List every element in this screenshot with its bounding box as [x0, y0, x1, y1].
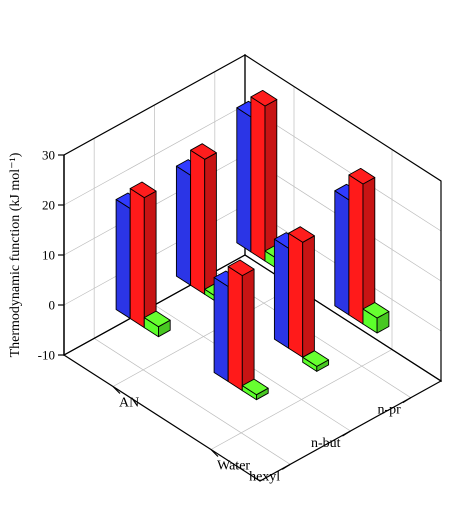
floor [62, 254, 443, 482]
bar-face-top [143, 310, 171, 328]
bar-face-top [288, 226, 315, 243]
category-tick-mark [342, 430, 351, 437]
category-label-n-pr: n-pr [377, 403, 401, 418]
bar [129, 181, 157, 329]
bar [227, 259, 255, 392]
bar-face-front [115, 199, 131, 319]
bar-face-front [227, 266, 243, 392]
solvent-label-water: Water [217, 459, 250, 474]
y-tick-labels: -10 0 10 20 30 [38, 148, 55, 363]
bar-face-top [190, 143, 217, 160]
bar-face-front [273, 238, 290, 349]
bar-face-front [213, 277, 229, 382]
y-axis-label: Thermodynamic function (kJ mol⁻¹) [8, 152, 23, 357]
category-label-hexyl: hexyl [249, 469, 280, 484]
bar [288, 226, 315, 358]
axis-layer [58, 154, 412, 470]
y-tick-label: -10 [38, 348, 55, 363]
bar-face-top [250, 89, 278, 107]
category-tick-mark [402, 397, 412, 404]
bars-layer [115, 89, 390, 401]
bar [250, 89, 278, 262]
bar-face-side [264, 99, 278, 262]
bar-face-top [362, 302, 390, 319]
bar-face-top [241, 378, 269, 396]
bar-face-side [204, 152, 217, 295]
bar [362, 302, 390, 334]
bar-face-side [362, 177, 376, 325]
bar-face-top [302, 350, 330, 367]
y-tick-label: 10 [42, 248, 55, 263]
bar-face-top [129, 181, 157, 199]
bar [190, 143, 217, 295]
bar-face-front [190, 149, 206, 295]
bar-face-front [334, 190, 350, 316]
bar [143, 310, 171, 338]
y-tick-label: 0 [49, 298, 56, 313]
category-label-n-but: n-but [311, 436, 341, 451]
solvent-tick-mark [112, 386, 121, 394]
solvent-labels: AN Water [119, 396, 250, 474]
bar-face-top [227, 259, 255, 277]
bar-face-front [288, 232, 304, 358]
solvent-tick-mark [210, 449, 219, 457]
solvent-label-an: AN [119, 396, 139, 411]
floor-gridline [210, 349, 393, 450]
bar-face-side [143, 190, 157, 329]
bar-face-front [250, 96, 266, 262]
y-tick-label: 30 [42, 148, 55, 163]
category-tick-mark [281, 463, 291, 470]
floor-gridline [93, 338, 291, 465]
bar-face-front [236, 107, 252, 253]
floor-gridline [112, 286, 295, 387]
bar-face-side [302, 235, 315, 358]
bar-face-front [348, 174, 364, 325]
bar [302, 350, 330, 372]
bar [348, 167, 376, 325]
bar-face-front [175, 165, 192, 286]
bar-face-top [348, 167, 376, 185]
bar [241, 378, 269, 401]
category-labels: n-pr n-but hexyl [249, 403, 401, 485]
bar-face-side [241, 268, 255, 392]
y-tick-label: 20 [42, 198, 55, 213]
bar-face-front [129, 188, 145, 329]
